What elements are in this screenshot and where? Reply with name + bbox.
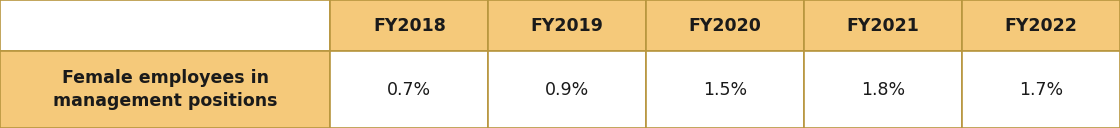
Bar (804, 0, 962, 51)
Bar (962, 51, 1120, 128)
Text: 1.5%: 1.5% (703, 81, 747, 99)
Text: 0.7%: 0.7% (388, 81, 431, 99)
Text: FY2020: FY2020 (689, 17, 762, 35)
Bar (0, 51, 330, 128)
Text: 0.9%: 0.9% (545, 81, 589, 99)
Text: FY2019: FY2019 (531, 17, 604, 35)
Bar (962, 0, 1120, 51)
Text: FY2018: FY2018 (373, 17, 446, 35)
Bar (330, 0, 488, 51)
Text: Female employees in
management positions: Female employees in management positions (53, 69, 278, 110)
Bar (804, 51, 962, 128)
Text: 1.7%: 1.7% (1019, 81, 1063, 99)
Text: FY2022: FY2022 (1005, 17, 1077, 35)
Text: 1.8%: 1.8% (861, 81, 905, 99)
Bar (646, 51, 804, 128)
Bar (488, 0, 646, 51)
Text: FY2021: FY2021 (847, 17, 920, 35)
Bar (0, 0, 330, 51)
Bar (488, 51, 646, 128)
Bar (646, 0, 804, 51)
Bar (330, 51, 488, 128)
